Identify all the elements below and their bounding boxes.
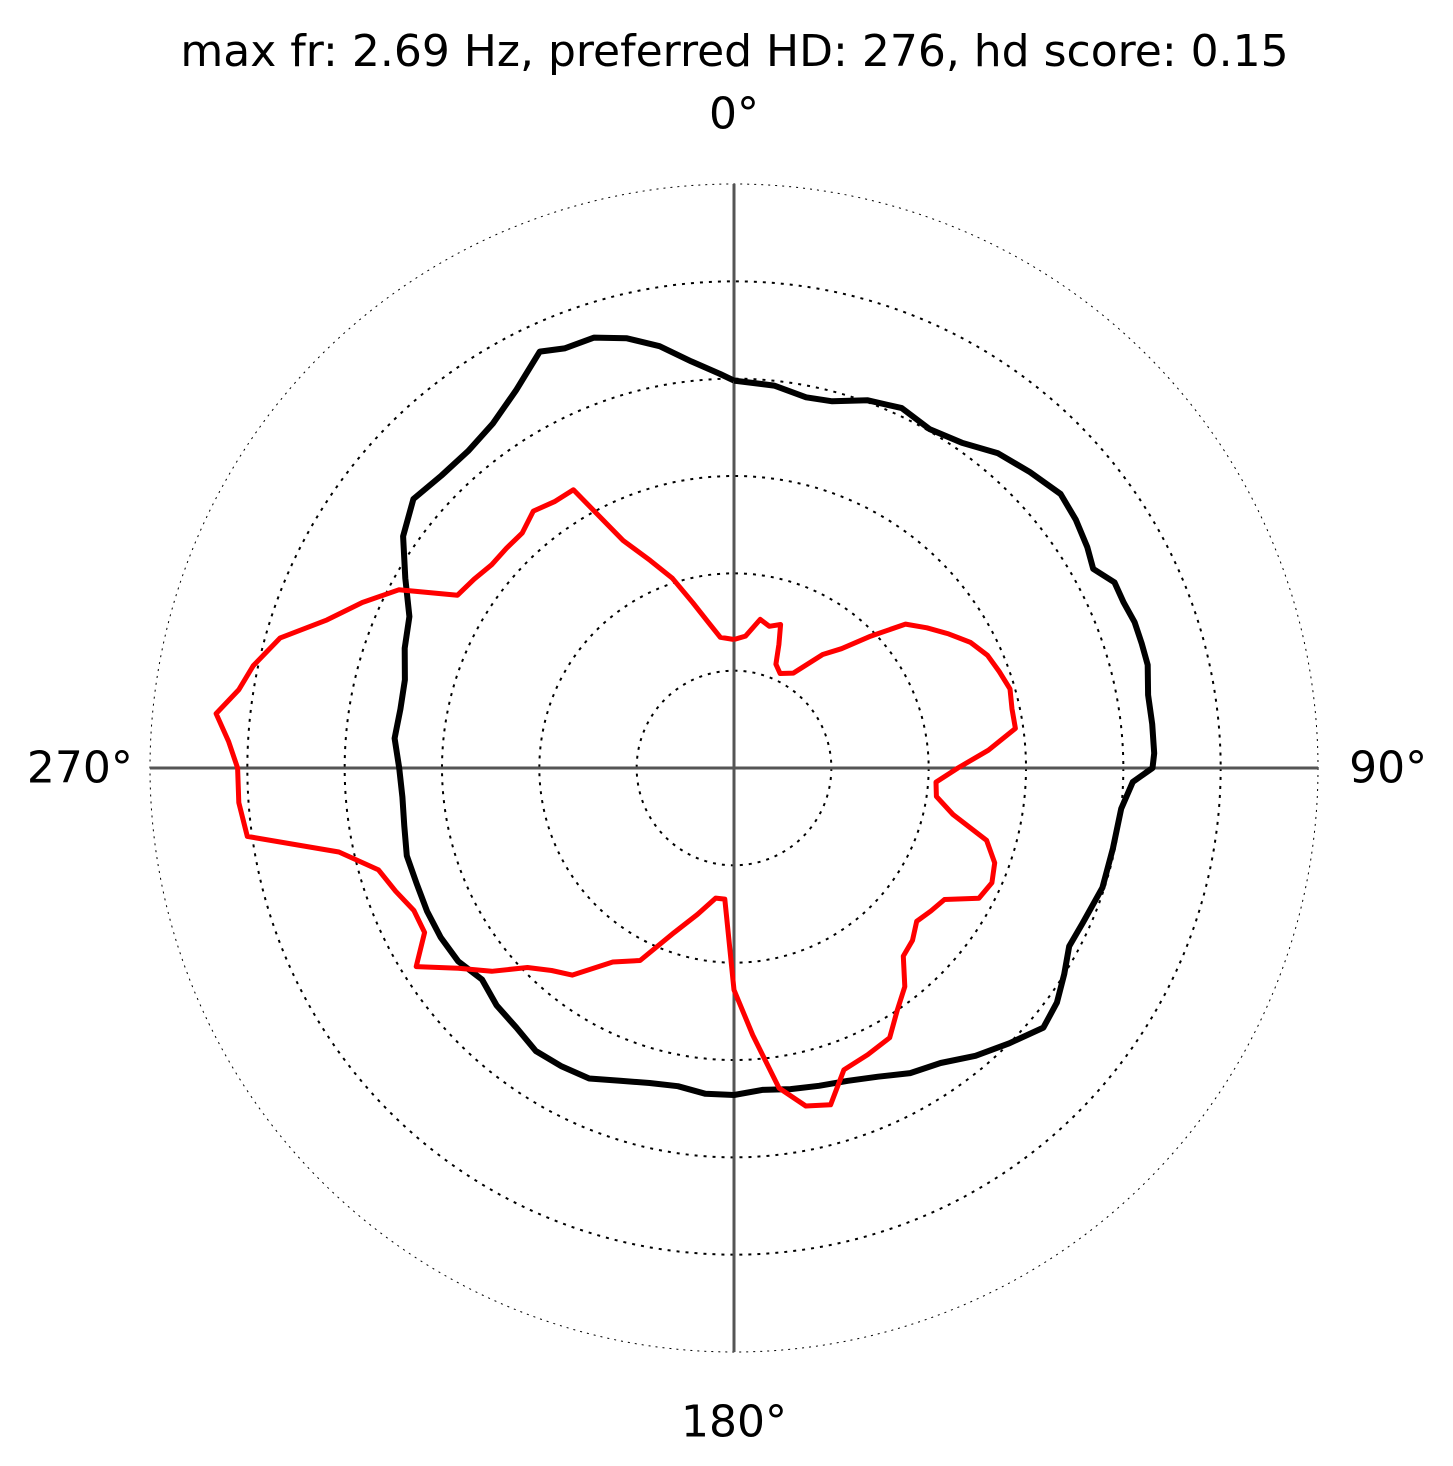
series-line-2: [213, 487, 1018, 1109]
angle-label-180: 180°: [681, 1397, 787, 1448]
angle-tick-labels: 0° 90° 180° 270°: [27, 88, 1427, 1447]
chart-title: max fr: 2.69 Hz, preferred HD: 276, hd s…: [180, 26, 1289, 77]
angular-axes: [150, 184, 1318, 1352]
series-line-1: [391, 334, 1158, 1098]
angle-label-270: 270°: [27, 743, 133, 794]
series-layer: [213, 334, 1158, 1109]
angle-label-0: 0°: [709, 88, 759, 139]
angle-label-90: 90°: [1349, 743, 1427, 794]
